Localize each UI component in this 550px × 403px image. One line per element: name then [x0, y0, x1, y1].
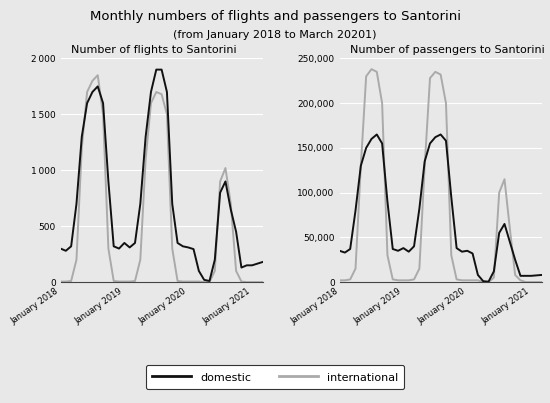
Text: Number of passengers to Santorini: Number of passengers to Santorini	[350, 45, 544, 55]
Text: (from January 2018 to March 20201): (from January 2018 to March 20201)	[173, 30, 377, 40]
Text: Number of flights to Santorini: Number of flights to Santorini	[70, 45, 236, 55]
Text: Monthly numbers of flights and passengers to Santorini: Monthly numbers of flights and passenger…	[90, 10, 460, 23]
Legend: domestic, international: domestic, international	[146, 365, 404, 389]
